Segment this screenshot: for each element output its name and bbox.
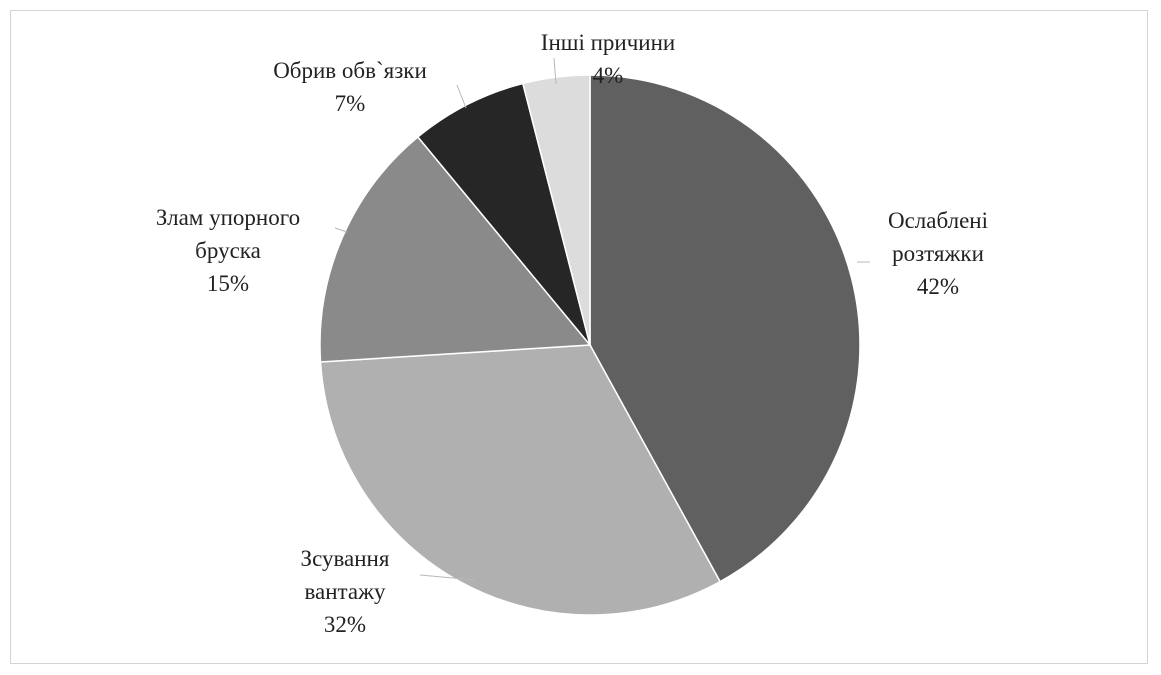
slice-category-label-3: Злам упорного: [156, 205, 300, 230]
slice-value-label-3: 15%: [207, 271, 249, 296]
slice-value-label-4: 7%: [335, 91, 366, 116]
pie-slice-3: [319, 135, 592, 363]
slice-value-label-5: 4%: [593, 63, 624, 88]
leader-line-4: [456, 84, 467, 109]
leader-lines: [334, 57, 870, 581]
pie-slice-1: [589, 74, 861, 583]
slice-labels: Ослаблені розтяжки 42% Зсування вантажу 32% Зл…: [156, 30, 988, 637]
pie-slice-5: [521, 74, 591, 346]
leader-line-5: [553, 57, 557, 85]
pie-slice-2: [319, 344, 722, 616]
slice-category-label-4: Обрив обв`язки: [273, 58, 427, 83]
slice-category-label-3: бруска: [195, 238, 261, 263]
slice-value-label-2: 32%: [324, 612, 366, 637]
leader-line-3: [334, 227, 348, 233]
pie-slices: [319, 74, 861, 616]
slice-category-label-5: Інші причини: [541, 30, 675, 55]
pie-slice-4: [416, 82, 591, 346]
slice-category-label-1: Ослаблені: [888, 208, 988, 233]
slice-category-label-1: розтяжки: [892, 241, 984, 266]
slice-category-label-2: Зсування: [301, 546, 390, 571]
slice-value-label-1: 42%: [917, 274, 959, 299]
slice-category-label-2: вантажу: [304, 579, 386, 604]
leader-line-2: [419, 574, 476, 581]
